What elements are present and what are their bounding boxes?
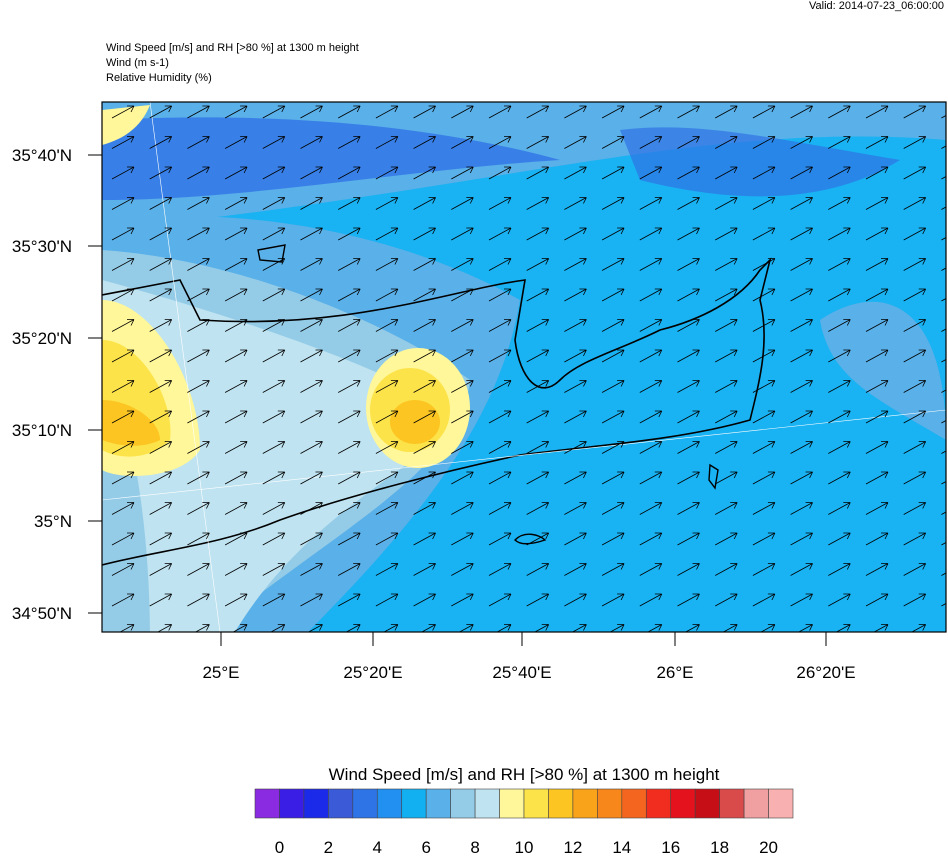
colorbar-label: 14	[612, 838, 631, 854]
lat-label: 35°10'N	[12, 421, 72, 440]
header-line: Relative Humidity (%)	[106, 72, 212, 84]
colorbar-label: 18	[710, 838, 729, 854]
lat-label: 35°30'N	[12, 237, 72, 256]
valid-time: Valid: 2014-07-23_06:00:00	[809, 0, 944, 12]
colorbar-box	[694, 788, 720, 819]
colorbar-label: 4	[373, 838, 382, 854]
colorbar-box	[254, 788, 280, 819]
colorbar-box	[719, 788, 745, 819]
colorbar-box	[328, 788, 354, 819]
colorbar-box	[279, 788, 305, 819]
colorbar-box	[743, 788, 769, 819]
header-line: Wind Speed [m/s] and RH [>80 %] at 1300 …	[106, 42, 359, 54]
colorbar-box	[303, 788, 329, 819]
colorbar-label: 20	[759, 838, 778, 854]
colorbar-box	[670, 788, 696, 819]
colorbar-label: 0	[275, 838, 284, 854]
colorbar-box	[597, 788, 623, 819]
colorbar-box	[572, 788, 598, 819]
colorbar-label: 10	[515, 838, 534, 854]
lon-label: 26°20'E	[796, 663, 855, 682]
wind-arrows	[111, 105, 946, 632]
colorbar-label: 2	[324, 838, 333, 854]
colorbar-box	[376, 788, 403, 819]
colorbar-box	[474, 788, 500, 819]
lon-label: 26°E	[656, 663, 693, 682]
colorbar-box	[425, 788, 451, 819]
colorbar-box	[523, 788, 549, 819]
colorbar-label: 6	[421, 838, 430, 854]
lon-label: 25°20'E	[343, 663, 402, 682]
colorbar-box	[499, 788, 525, 819]
colorbar-title: Wind Speed [m/s] and RH [>80 %] at 1300 …	[329, 765, 720, 784]
colorbar-label: 16	[661, 838, 680, 854]
lat-label: 34°50'N	[12, 604, 72, 623]
colorbar-label: 8	[470, 838, 479, 854]
map-frame	[101, 101, 947, 633]
header-line: Wind (m s-1)	[106, 57, 169, 69]
lon-label: 25°E	[202, 663, 239, 682]
colorbar-box	[645, 788, 672, 819]
lat-label: 35°20'N	[12, 329, 72, 348]
colorbar-box	[621, 788, 647, 819]
colorbar-box	[450, 788, 476, 819]
colorbar-box	[548, 788, 574, 819]
colorbar-box	[352, 788, 378, 819]
lat-label: 35°N	[34, 512, 72, 531]
colorbar-label: 12	[563, 838, 582, 854]
colorbar-box	[768, 788, 794, 819]
map-field	[102, 102, 946, 632]
lat-label: 35°40'N	[12, 146, 72, 165]
lon-label: 25°40'E	[492, 663, 551, 682]
colorbar-box	[401, 788, 427, 819]
